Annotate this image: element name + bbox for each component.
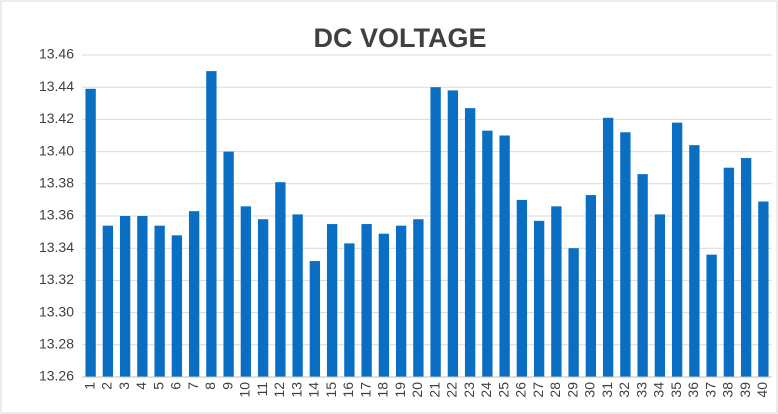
x-tick-label: 16 — [340, 382, 356, 398]
x-tick-label: 25 — [495, 382, 511, 398]
x-tick-label: 17 — [357, 382, 373, 398]
y-tick-label: 13.44 — [39, 78, 74, 94]
bar — [568, 248, 579, 377]
bar — [171, 235, 183, 377]
x-tick-label: 39 — [737, 382, 753, 398]
bar — [206, 71, 217, 377]
y-tick-label: 13.46 — [39, 46, 74, 62]
x-tick-label: 32 — [616, 382, 632, 398]
y-tick-label: 13.32 — [39, 271, 74, 287]
bar — [740, 158, 752, 377]
y-tick-label: 13.30 — [39, 303, 74, 319]
x-tick-label: 22 — [444, 382, 460, 398]
x-tick-label: 35 — [668, 382, 684, 398]
y-tick-label: 13.28 — [39, 336, 74, 352]
bar — [292, 214, 303, 377]
y-tick-label: 13.42 — [39, 110, 74, 126]
bar — [326, 224, 338, 377]
bar — [309, 261, 321, 377]
bar — [533, 220, 545, 377]
x-tick-label: 30 — [582, 382, 598, 398]
x-tick-label: 21 — [426, 382, 442, 398]
bar — [516, 199, 528, 377]
bar — [482, 130, 493, 377]
x-tick-label: 7 — [185, 382, 201, 390]
x-tick-label: 24 — [478, 382, 494, 398]
bar — [602, 117, 614, 377]
x-tick-label: 10 — [237, 382, 253, 398]
bar — [620, 132, 631, 377]
x-tick-label: 33 — [633, 382, 649, 398]
x-tick-label: 29 — [564, 382, 580, 398]
x-tick-label: 12 — [271, 382, 287, 398]
x-tick-label: 14 — [306, 382, 322, 398]
bar — [344, 243, 355, 377]
y-tick-label: 13.36 — [39, 207, 74, 223]
x-tick-label: 8 — [202, 382, 218, 390]
x-tick-label: 37 — [702, 382, 718, 398]
bar — [102, 225, 114, 377]
bar — [637, 174, 648, 377]
bar — [85, 88, 96, 377]
x-tick-label: 34 — [651, 382, 667, 398]
bar — [758, 201, 769, 377]
bar — [689, 145, 700, 377]
x-tick-label: 11 — [254, 382, 270, 397]
bar — [430, 87, 441, 377]
bar — [395, 225, 407, 377]
chart-title: DC VOLTAGE — [314, 23, 487, 53]
x-tick-label: 20 — [409, 382, 425, 398]
x-tick-label: 28 — [547, 382, 563, 398]
x-tick-label: 13 — [288, 382, 304, 398]
x-tick-label: 4 — [133, 382, 149, 390]
x-tick-label: 6 — [168, 382, 184, 390]
bar — [275, 182, 286, 377]
x-tick-label: 15 — [323, 382, 339, 398]
x-tick-label: 18 — [375, 382, 391, 398]
bar — [447, 90, 459, 378]
bar — [119, 216, 131, 377]
bar — [706, 254, 717, 377]
y-tick-label: 13.38 — [39, 175, 74, 191]
x-tick-label: 38 — [720, 382, 736, 398]
bar — [723, 167, 735, 377]
x-tick-label: 1 — [81, 382, 97, 390]
bar — [671, 122, 683, 378]
bar — [240, 206, 252, 377]
bar — [223, 151, 234, 377]
x-tick-label: 27 — [530, 382, 546, 398]
bar — [361, 224, 372, 377]
x-tick-label: 5 — [150, 382, 166, 390]
bar — [551, 206, 562, 377]
bar — [464, 108, 476, 377]
bar — [137, 216, 148, 377]
y-tick-label: 13.26 — [39, 368, 74, 384]
x-tick-label: 26 — [513, 382, 529, 398]
x-tick-label: 31 — [599, 382, 615, 398]
x-tick-label: 19 — [392, 382, 408, 398]
x-tick-label: 36 — [685, 382, 701, 398]
bar — [499, 135, 510, 377]
x-tick-label: 23 — [461, 382, 477, 398]
x-tick-label: 2 — [99, 382, 115, 390]
y-tick-label: 13.40 — [39, 142, 74, 158]
x-tick-label: 9 — [219, 382, 235, 390]
x-tick-label: 40 — [754, 382, 770, 398]
bar — [154, 225, 165, 377]
bar — [413, 219, 424, 377]
bar — [585, 195, 597, 377]
bar — [188, 211, 200, 377]
bar — [257, 219, 269, 377]
bar — [378, 233, 390, 377]
y-tick-label: 13.34 — [39, 239, 74, 255]
x-tick-label: 3 — [116, 382, 132, 390]
bar — [654, 214, 666, 377]
